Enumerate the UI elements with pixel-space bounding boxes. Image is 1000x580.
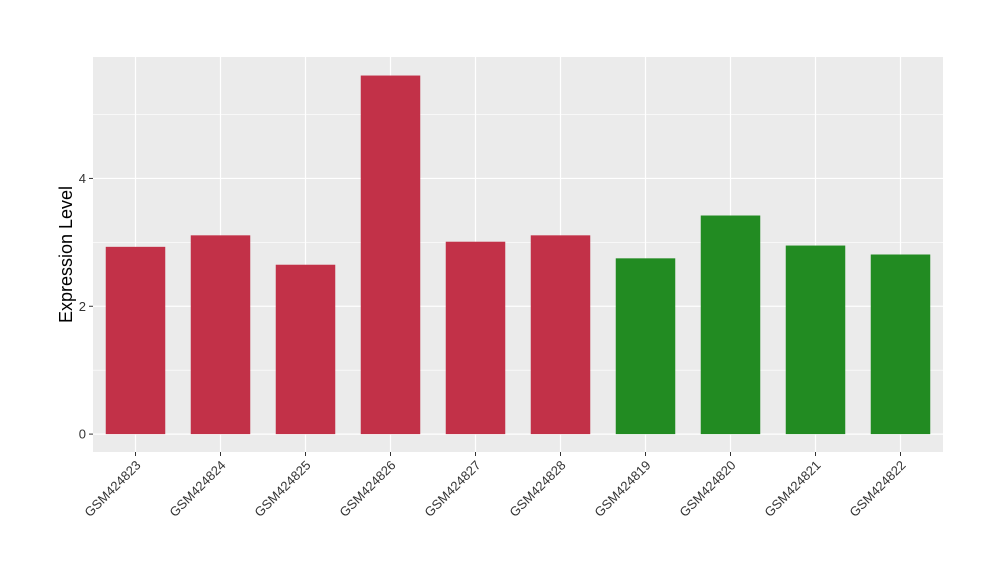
y-tick-label: 0 [79, 427, 86, 442]
bar-GSM424819 [615, 258, 676, 435]
bar-GSM424821 [785, 245, 846, 435]
bars [105, 75, 931, 435]
bar-GSM424820 [700, 215, 761, 435]
bar-GSM424827 [445, 241, 506, 435]
y-axis: 0 2 4 [79, 171, 93, 442]
x-tick-label: GSM424819 [591, 458, 653, 520]
x-tick-label: GSM424821 [761, 458, 823, 520]
bar-GSM424828 [530, 235, 591, 435]
x-tick-label: GSM424828 [506, 458, 568, 520]
x-tick-label: GSM424820 [676, 458, 738, 520]
x-tick-label: GSM424822 [846, 458, 908, 520]
bar-GSM424822 [870, 254, 931, 435]
bar-GSM424825 [275, 264, 336, 435]
y-tick-label: 4 [79, 171, 86, 186]
x-tick-label: GSM424823 [81, 458, 143, 520]
x-tick-label: GSM424826 [336, 458, 398, 520]
y-axis-title: Expression Level [56, 186, 76, 323]
bar-GSM424823 [105, 246, 166, 435]
x-axis: GSM424823 GSM424824 GSM424825 GSM424826 GSM4… [81, 452, 909, 520]
x-tick-label: GSM424824 [166, 458, 228, 520]
x-tick-label: GSM424827 [421, 458, 483, 520]
y-tick-label: 2 [79, 299, 86, 314]
bar-GSM424824 [190, 235, 251, 435]
x-tick-label: GSM424825 [251, 458, 313, 520]
bar-GSM424826 [360, 75, 421, 435]
